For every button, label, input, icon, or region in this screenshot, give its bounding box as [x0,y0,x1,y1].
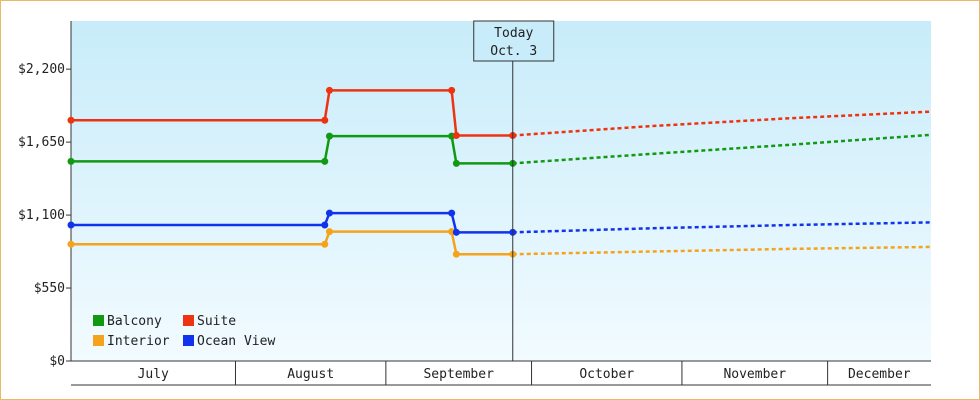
legend-item: Interior [93,334,170,349]
data-point [452,228,460,236]
y-tick-label: $0 [49,354,65,369]
plot-area [71,21,931,361]
data-point [448,86,456,94]
month-label: August [287,367,334,382]
y-tick-label: $2,200 [18,62,65,77]
data-point [452,131,460,139]
today-date-label: Oct. 3 [490,44,537,59]
today-marker: Today Oct. 3 [473,20,555,361]
legend-label: Interior [107,334,170,349]
y-axis: $0 $550 $1,100 $1,650 $2,200 [18,21,72,369]
x-axis: July August September October November Decemb… [71,360,931,386]
data-point [325,132,333,140]
legend-label: Balcony [107,314,162,329]
data-point [67,116,75,124]
month-label: July [138,367,169,382]
data-point [321,221,329,229]
series-forecast-line [512,221,932,234]
data-point [452,159,460,167]
series-line [71,89,513,137]
data-point [325,86,333,94]
month-label: November [723,367,786,382]
series-forecast-line [512,245,932,256]
legend-item: Suite [183,314,236,329]
series-line [71,211,513,234]
data-point [321,157,329,165]
y-tick-label: $1,650 [18,135,65,150]
legend-label: Suite [197,314,236,329]
data-point [321,240,329,248]
y-tick-label: $1,100 [18,208,65,223]
legend: Balcony Suite Interior Ocean View [93,314,275,349]
legend-swatch [183,315,194,326]
month-label: December [848,367,911,382]
data-point [67,157,75,165]
data-point [67,221,75,229]
data-point [325,209,333,217]
y-tick-label: $550 [34,281,65,296]
series-balcony [67,132,932,167]
today-box [473,20,555,62]
data-point [325,228,333,236]
legend-item: Ocean View [183,334,275,349]
legend-swatch [183,335,194,346]
legend-item: Balcony [93,314,162,329]
legend-swatch [93,335,104,346]
series-line [71,134,513,165]
month-label: October [579,367,634,382]
data-point [321,116,329,124]
legend-label: Ocean View [197,334,275,349]
today-label: Today [494,26,533,41]
data-point [452,250,460,258]
data-point [448,209,456,217]
series-line [71,230,513,256]
legend-swatch [93,315,104,326]
month-label: September [423,367,494,382]
series-lines [67,86,932,258]
data-point [67,240,75,248]
